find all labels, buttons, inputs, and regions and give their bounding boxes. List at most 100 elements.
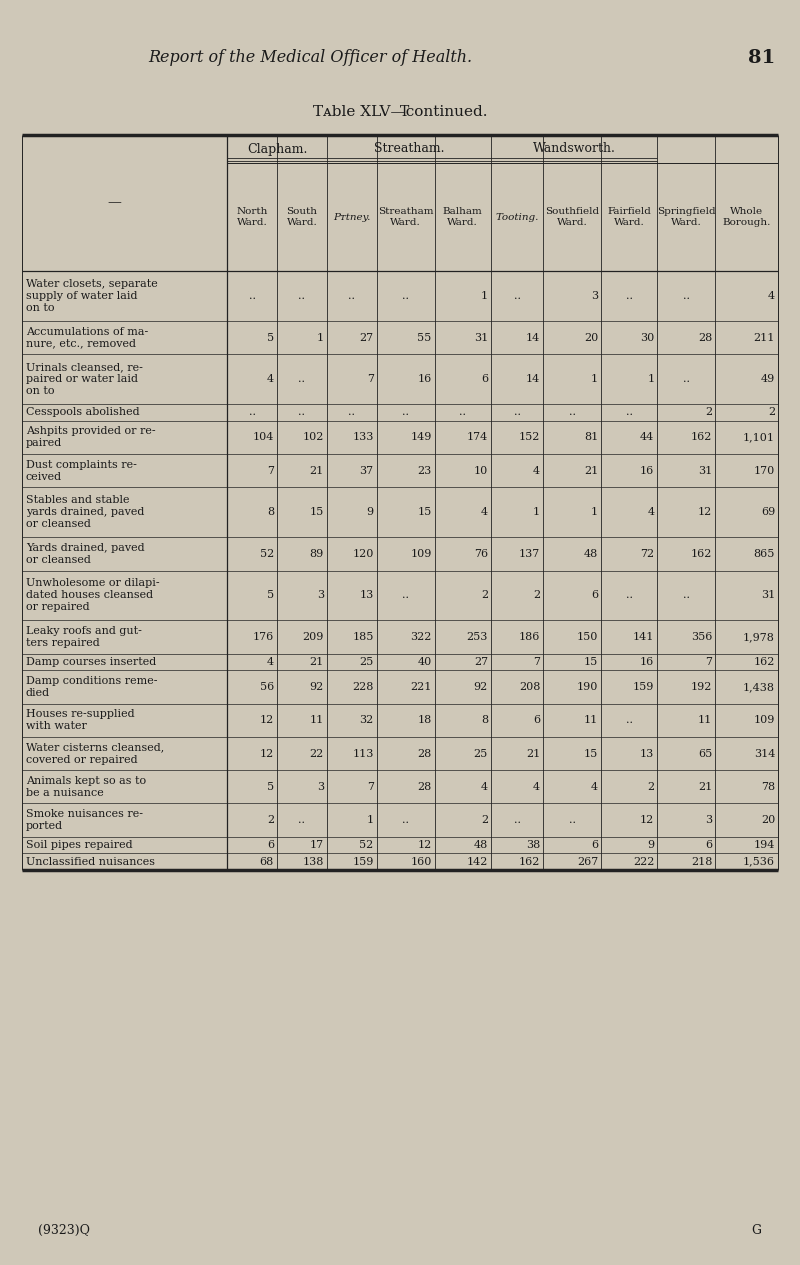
Text: 1: 1 <box>317 333 324 343</box>
Text: 17: 17 <box>310 840 324 850</box>
Text: Tᴏᴏting.: Tᴏᴏting. <box>495 213 538 221</box>
Text: 14: 14 <box>526 333 540 343</box>
Text: ..: .. <box>402 591 409 601</box>
Text: 1,438: 1,438 <box>743 682 775 692</box>
Text: 27: 27 <box>474 657 488 667</box>
Text: 12: 12 <box>418 840 431 850</box>
Text: 16: 16 <box>640 657 654 667</box>
Text: Tᴀble XLV—continued.: Tᴀble XLV—continued. <box>313 105 487 119</box>
Text: 21: 21 <box>310 657 324 667</box>
Text: ..: .. <box>626 591 633 601</box>
Text: Streatham.: Streatham. <box>374 143 444 156</box>
Text: ..: .. <box>298 291 306 301</box>
Text: 49: 49 <box>761 374 775 385</box>
Text: 52: 52 <box>260 549 274 559</box>
Text: Dust complaints re-
ceived: Dust complaints re- ceived <box>26 459 137 482</box>
Text: Streatham
Ward.: Streatham Ward. <box>378 206 434 228</box>
Text: 2: 2 <box>533 591 540 601</box>
Text: 31: 31 <box>761 591 775 601</box>
Text: Houses re-supplied
with water: Houses re-supplied with water <box>26 710 134 731</box>
Text: Fairfield
Ward.: Fairfield Ward. <box>607 206 651 228</box>
Text: 162: 162 <box>754 657 775 667</box>
Text: 152: 152 <box>518 433 540 443</box>
Text: ..: .. <box>626 715 633 725</box>
Text: 160: 160 <box>410 856 431 867</box>
Text: ..: .. <box>402 291 409 301</box>
Text: 12: 12 <box>698 507 712 517</box>
Text: 52: 52 <box>359 840 374 850</box>
Text: 5: 5 <box>267 782 274 792</box>
Text: 12: 12 <box>640 815 654 825</box>
Text: 142: 142 <box>466 856 488 867</box>
Text: ..: .. <box>683 291 690 301</box>
Text: 1: 1 <box>591 507 598 517</box>
Text: 44: 44 <box>640 433 654 443</box>
Text: Unclassified nuisances: Unclassified nuisances <box>26 856 155 867</box>
Text: 190: 190 <box>577 682 598 692</box>
Text: 15: 15 <box>584 749 598 759</box>
Text: 4: 4 <box>267 657 274 667</box>
Text: 81: 81 <box>748 49 776 67</box>
Text: ..: .. <box>298 815 306 825</box>
Text: Yards drained, paved
or cleansed: Yards drained, paved or cleansed <box>26 543 145 565</box>
Text: 15: 15 <box>310 507 324 517</box>
Text: Soil pipes repaired: Soil pipes repaired <box>26 840 133 850</box>
Text: 2: 2 <box>768 407 775 417</box>
Text: 23: 23 <box>418 466 431 476</box>
Text: 11: 11 <box>310 715 324 725</box>
Text: 109: 109 <box>410 549 431 559</box>
Text: 56: 56 <box>260 682 274 692</box>
Text: 31: 31 <box>698 466 712 476</box>
Text: Leaky roofs and gut-
ters repaired: Leaky roofs and gut- ters repaired <box>26 626 142 648</box>
Text: 1: 1 <box>591 374 598 385</box>
Text: 92: 92 <box>310 682 324 692</box>
Text: 1: 1 <box>647 374 654 385</box>
Text: 3: 3 <box>705 815 712 825</box>
Text: Wandsworth.: Wandsworth. <box>533 143 615 156</box>
Text: 8: 8 <box>481 715 488 725</box>
Text: 162: 162 <box>691 433 712 443</box>
Text: 1: 1 <box>366 815 374 825</box>
Text: 21: 21 <box>526 749 540 759</box>
Text: 9: 9 <box>647 840 654 850</box>
Text: 5: 5 <box>267 591 274 601</box>
Text: 37: 37 <box>359 466 374 476</box>
Text: 6: 6 <box>533 715 540 725</box>
Text: 7: 7 <box>366 374 374 385</box>
Text: 10: 10 <box>474 466 488 476</box>
Text: 3: 3 <box>317 591 324 601</box>
Text: 28: 28 <box>418 782 431 792</box>
Text: 40: 40 <box>418 657 431 667</box>
Text: 162: 162 <box>691 549 712 559</box>
Text: 7: 7 <box>267 466 274 476</box>
Text: 15: 15 <box>584 657 598 667</box>
Text: —: — <box>107 195 122 209</box>
Text: 4: 4 <box>647 507 654 517</box>
Text: 11: 11 <box>584 715 598 725</box>
Text: 253: 253 <box>466 632 488 643</box>
Text: 4: 4 <box>481 507 488 517</box>
Text: 69: 69 <box>761 507 775 517</box>
Text: ..: .. <box>402 815 409 825</box>
Text: 150: 150 <box>577 632 598 643</box>
Text: 1,536: 1,536 <box>743 856 775 867</box>
Text: 6: 6 <box>705 840 712 850</box>
Text: 2: 2 <box>267 815 274 825</box>
Text: ..: .. <box>514 407 521 417</box>
Text: 81: 81 <box>584 433 598 443</box>
Text: Clapham.: Clapham. <box>246 143 307 156</box>
Text: 6: 6 <box>591 840 598 850</box>
Text: Ashpits provided or re-
paired: Ashpits provided or re- paired <box>26 426 156 448</box>
Text: 159: 159 <box>633 682 654 692</box>
Text: 27: 27 <box>359 333 374 343</box>
Text: 7: 7 <box>366 782 374 792</box>
Text: Southfield
Ward.: Southfield Ward. <box>545 206 599 228</box>
Text: 20: 20 <box>761 815 775 825</box>
Text: 137: 137 <box>519 549 540 559</box>
Text: 5: 5 <box>267 333 274 343</box>
Text: 865: 865 <box>754 549 775 559</box>
Text: 211: 211 <box>754 333 775 343</box>
Text: Accumulations of ma-
nure, etc., removed: Accumulations of ma- nure, etc., removed <box>26 326 148 349</box>
Text: 25: 25 <box>474 749 488 759</box>
Text: 218: 218 <box>691 856 712 867</box>
